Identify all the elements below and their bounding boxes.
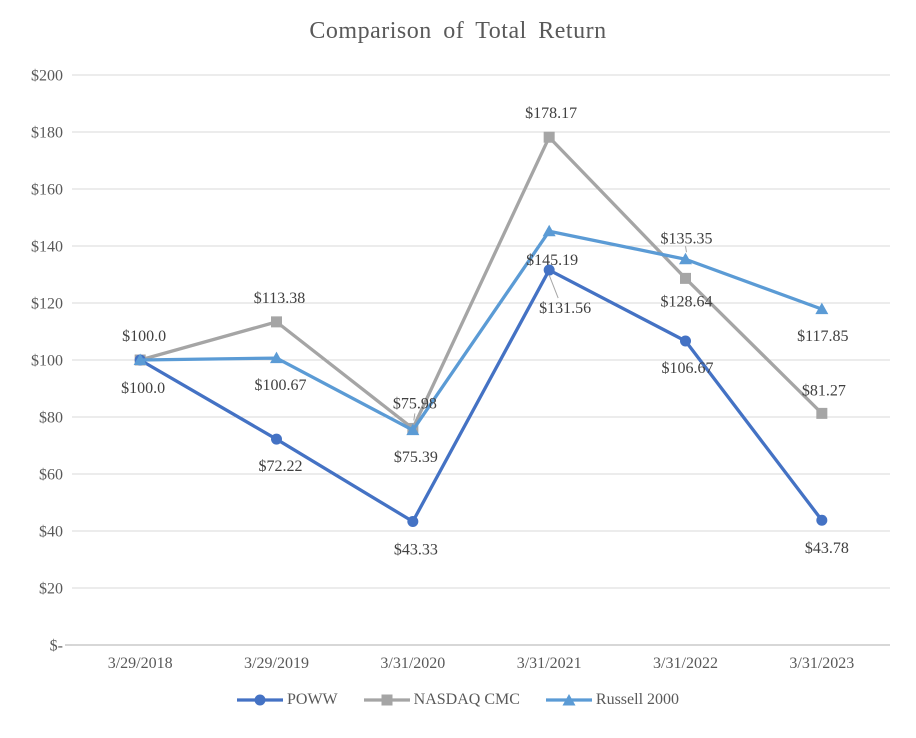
y-tick-label: $- [50,638,63,655]
data-label-russell-2000: $145.19 [526,252,578,269]
legend-label-russell-2000: Russell 2000 [595,691,680,708]
y-tick-label: $180 [31,125,63,142]
legend-item-nasdaq-cmc: NASDAQ CMC [363,691,520,709]
label-leader-line [548,274,559,299]
y-tick-label: $20 [39,581,63,598]
marker-russell-2000 [270,351,283,364]
series-poww [134,264,828,528]
data-label-nasdaq-cmc: $81.27 [802,382,846,399]
series-line-poww [138,268,824,524]
marker-russell-2000 [815,302,829,315]
marker-russell-2000 [679,252,692,265]
y-tick-label: $140 [31,239,63,256]
data-label-nasdaq-cmc: $100.0 [122,328,166,345]
marker-nasdaq-cmc [271,316,282,328]
marker-russell-2000 [406,423,420,436]
data-label-nasdaq-cmc: $128.64 [661,293,713,310]
nasdaq-line-square-marker-icon [363,694,410,706]
marker-nasdaq-cmc [543,131,555,143]
marker-poww [407,516,419,528]
x-tick-label: 3/29/2019 [244,655,309,672]
data-label-poww: $131.56 [539,300,591,317]
chart-legend: POWW NASDAQ CMC Russell 2000 [0,691,916,709]
russell-line-triangle-marker-icon [545,694,592,706]
data-label-russell-2000: $75.39 [394,449,438,466]
y-tick-label: $120 [31,296,63,313]
legend-label-poww: POWW [286,691,338,708]
marker-poww [271,433,282,445]
data-label-russell-2000: $117.85 [797,328,848,345]
marker-nasdaq-cmc [816,407,828,419]
data-label-poww: $106.67 [662,360,714,377]
series-line-russell-2000 [138,229,824,432]
marker-russell-2000 [133,353,147,365]
label-leader-line [413,413,416,421]
y-tick-label: $200 [31,68,63,85]
marker-poww [543,264,555,276]
x-tick-label: 3/31/2023 [789,655,854,672]
poww-line-circle-marker-icon [236,694,283,706]
marker-poww [816,514,828,526]
data-label-poww: $43.78 [805,540,849,557]
chart-title: Comparison of Total Return [309,18,607,44]
marker-russell-2000 [542,224,556,237]
data-label-poww: $72.22 [259,458,303,475]
series-line-nasdaq-cmc [138,135,824,431]
data-label-russell-2000: $135.35 [661,230,713,247]
data-label-russell-2000: $100.67 [255,377,307,394]
data-label-nasdaq-cmc: $113.38 [254,290,305,307]
legend-label-nasdaq-cmc: NASDAQ CMC [413,691,520,708]
x-tick-label: 3/31/2020 [380,655,445,672]
y-tick-label: $40 [39,524,63,541]
legend-item-russell-2000: Russell 2000 [545,691,680,709]
marker-nasdaq-cmc [680,272,691,284]
marker-poww [680,335,691,347]
y-tick-label: $60 [39,467,63,484]
y-tick-label: $160 [31,182,63,199]
y-tick-label: $80 [39,410,63,427]
x-tick-label: 3/31/2022 [653,655,718,672]
x-tick-label: 3/31/2021 [517,655,582,672]
data-label-poww: $43.33 [394,542,438,559]
data-label-nasdaq-cmc: $178.17 [525,105,577,122]
label-leader-line [685,246,687,253]
legend-item-poww: POWW [236,691,338,709]
x-tick-label: 3/29/2018 [108,655,173,672]
y-tick-label: $100 [31,353,63,370]
data-label-nasdaq-cmc: $75.98 [393,395,437,412]
data-label-poww: $100.0 [121,380,165,397]
series-russell-2000 [133,224,829,436]
